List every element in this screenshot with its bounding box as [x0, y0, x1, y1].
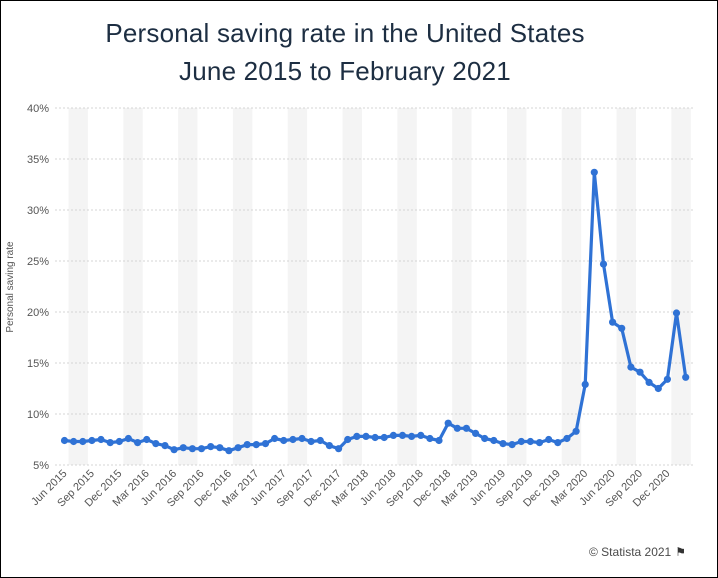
- data-point: [572, 427, 580, 435]
- background-band: [232, 108, 253, 465]
- flag-icon[interactable]: ⚑: [675, 545, 686, 559]
- data-point: [609, 318, 617, 326]
- background-band: [561, 108, 582, 465]
- data-point: [380, 433, 388, 442]
- data-point: [70, 437, 78, 446]
- data-point: [234, 444, 242, 452]
- y-axis-label: Personal saving rate: [5, 241, 16, 333]
- data-point: [207, 443, 215, 451]
- data-point: [60, 436, 69, 445]
- data-point: [590, 168, 598, 176]
- data-point: [197, 445, 206, 453]
- y-tick-label: 10%: [27, 409, 49, 421]
- data-point: [124, 434, 132, 443]
- data-point: [335, 445, 343, 453]
- data-point: [453, 424, 461, 432]
- data-point: [79, 437, 87, 446]
- background-band: [397, 108, 417, 465]
- background-band: [671, 108, 691, 465]
- data-point: [508, 441, 516, 449]
- y-tick-label: 30%: [27, 205, 49, 217]
- data-point: [161, 442, 169, 450]
- data-point: [398, 431, 407, 439]
- chart-subtitle: June 2015 to February 2021: [179, 56, 511, 86]
- data-point: [645, 378, 653, 386]
- data-point: [298, 434, 306, 443]
- data-point: [362, 432, 370, 440]
- data-point: [517, 437, 525, 446]
- background-band: [178, 108, 198, 465]
- data-point: [152, 440, 160, 448]
- data-point: [490, 436, 498, 445]
- data-point: [654, 384, 662, 393]
- y-tick-label: 15%: [27, 358, 49, 370]
- data-point: [554, 439, 562, 447]
- data-point: [289, 435, 297, 444]
- data-point: [243, 441, 251, 449]
- data-point: [97, 435, 105, 444]
- credit[interactable]: © Statista 2021 ⚑: [589, 545, 686, 559]
- data-point: [371, 433, 379, 442]
- data-point: [307, 437, 315, 446]
- data-point: [344, 435, 352, 444]
- background-band: [616, 108, 637, 465]
- data-point: [481, 434, 489, 443]
- data-point: [170, 446, 178, 454]
- chart-title-block: Personal saving rate in the United State…: [0, 14, 690, 90]
- data-point: [88, 436, 96, 445]
- background-band: [506, 108, 527, 465]
- chart-title: Personal saving rate in the United State…: [105, 18, 585, 48]
- data-point: [316, 436, 324, 445]
- data-point: [462, 424, 470, 432]
- data-point: [663, 375, 672, 383]
- data-point: [134, 439, 142, 447]
- data-point: [581, 380, 589, 388]
- data-point: [672, 309, 681, 317]
- data-point: [271, 434, 279, 443]
- data-point: [325, 442, 333, 450]
- y-tick-label: 35%: [27, 154, 49, 166]
- data-point: [618, 324, 626, 332]
- data-point: [444, 419, 452, 427]
- data-point: [252, 441, 260, 449]
- background-band: [68, 108, 88, 465]
- data-point: [526, 437, 535, 446]
- data-point: [280, 436, 288, 445]
- y-tick-label: 5%: [33, 460, 49, 472]
- data-point: [408, 432, 416, 440]
- data-point: [188, 445, 196, 453]
- y-tick-label: 20%: [27, 307, 49, 319]
- background-band: [287, 108, 308, 465]
- y-tick-label: 25%: [27, 256, 49, 268]
- data-point: [627, 363, 635, 371]
- credit-text[interactable]: © Statista 2021: [589, 545, 672, 559]
- data-point: [389, 431, 397, 439]
- data-point: [216, 444, 224, 452]
- data-point: [106, 439, 114, 447]
- data-point: [535, 439, 544, 447]
- data-point: [417, 431, 425, 439]
- data-point: [682, 373, 690, 381]
- data-point: [472, 429, 480, 437]
- data-point: [499, 440, 507, 448]
- background-band: [342, 108, 362, 465]
- data-point: [563, 434, 571, 443]
- data-point: [353, 432, 361, 440]
- y-tick-label: 40%: [27, 103, 49, 115]
- data-point: [599, 260, 608, 268]
- data-point: [636, 368, 644, 376]
- data-point: [115, 437, 123, 446]
- data-point: [435, 436, 443, 445]
- data-point: [179, 444, 187, 452]
- data-point: [426, 434, 434, 443]
- data-point: [225, 447, 233, 455]
- background-band: [123, 108, 143, 465]
- data-point: [143, 435, 151, 444]
- data-point: [545, 435, 553, 444]
- data-point: [261, 440, 270, 448]
- background-band: [452, 108, 472, 465]
